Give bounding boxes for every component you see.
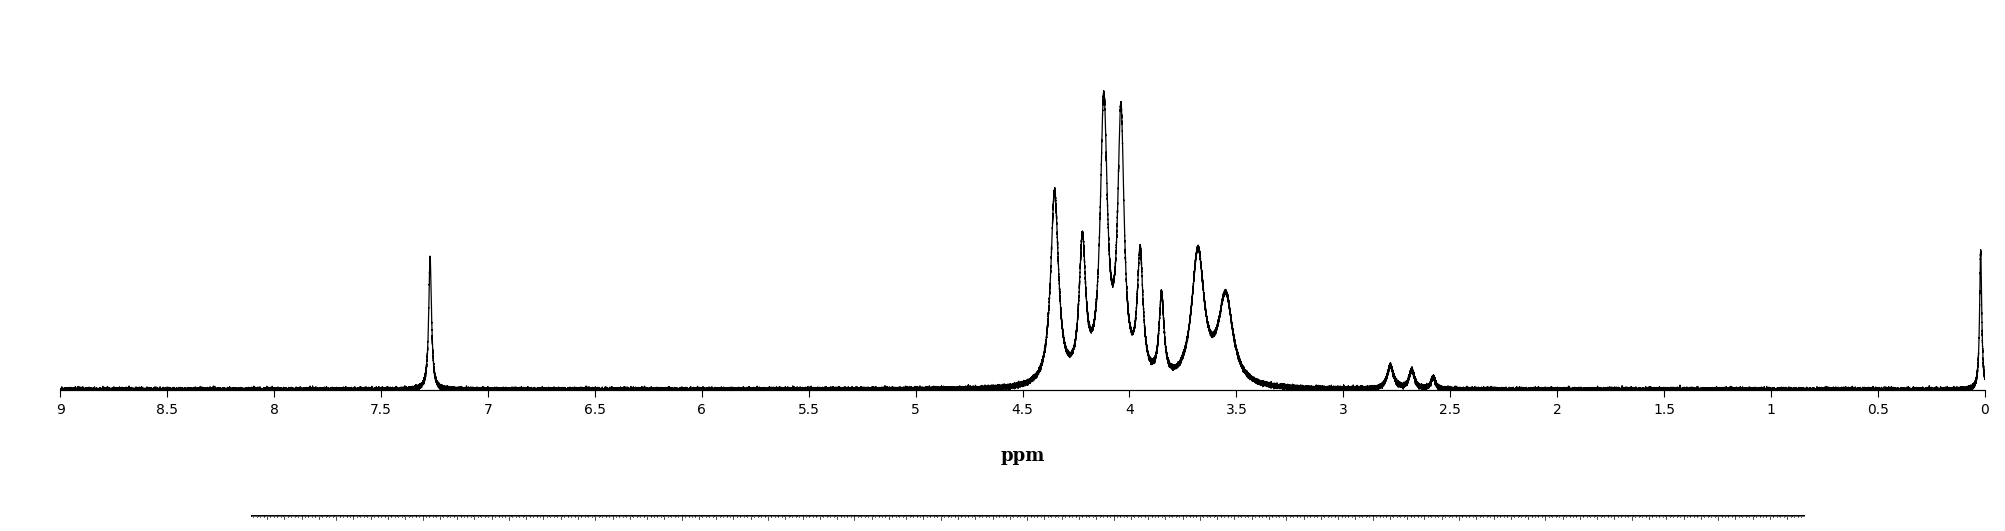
X-axis label: ppm: ppm: [1000, 447, 1045, 465]
